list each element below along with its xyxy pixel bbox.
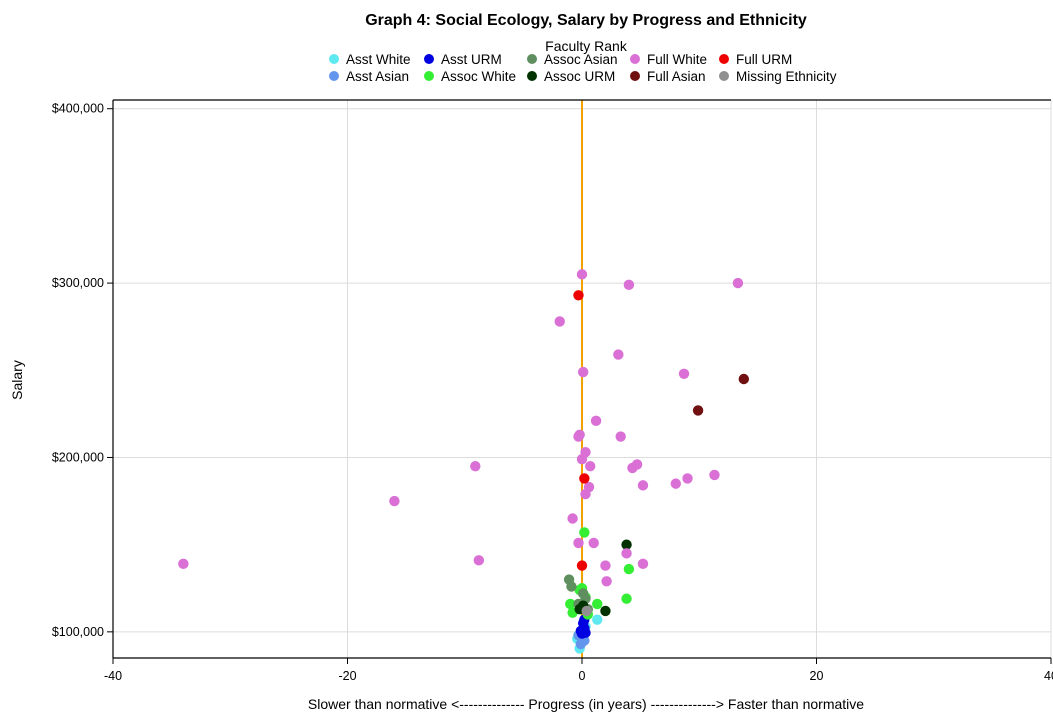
legend-label: Asst URM xyxy=(441,52,502,67)
legend-label: Full White xyxy=(647,52,707,67)
legend-label: Assoc Asian xyxy=(544,52,618,67)
data-point xyxy=(566,581,577,592)
data-point xyxy=(592,614,603,625)
data-point xyxy=(576,454,588,465)
data-point xyxy=(567,513,578,524)
chart-title: Graph 4: Social Ecology, Salary by Progr… xyxy=(365,12,807,29)
data-point xyxy=(682,473,693,484)
legend-marker xyxy=(329,71,339,81)
legend-label: Assoc URM xyxy=(544,69,615,84)
legend-label: Asst White xyxy=(346,52,411,67)
x-tick-label: -40 xyxy=(104,669,122,683)
data-point xyxy=(579,527,590,538)
data-point xyxy=(600,605,611,617)
data-point xyxy=(554,316,565,327)
data-point xyxy=(573,431,584,442)
legend-marker xyxy=(630,54,640,64)
data-point xyxy=(585,460,596,472)
legend-marker xyxy=(527,54,537,64)
y-tick-label: $100,000 xyxy=(52,625,104,639)
y-tick-label: $400,000 xyxy=(52,102,104,116)
data-point xyxy=(473,555,485,566)
data-point xyxy=(581,605,592,617)
legend-marker xyxy=(527,71,537,81)
x-tick-label: 20 xyxy=(810,669,824,683)
data-point xyxy=(178,558,189,570)
data-point xyxy=(592,598,603,610)
data-point xyxy=(579,473,590,484)
legend-title: Faculty Rank xyxy=(545,38,628,54)
data-point xyxy=(627,462,638,474)
data-point xyxy=(565,598,576,610)
legend: Asst White Asst URM Assoc Asian Full White F… xyxy=(329,52,837,84)
data-point xyxy=(600,560,611,571)
y-tick-label: $200,000 xyxy=(52,450,104,464)
data-point xyxy=(575,625,587,637)
data-point xyxy=(580,488,591,500)
legend-marker xyxy=(424,54,434,64)
data-point xyxy=(623,279,635,291)
data-point xyxy=(621,593,632,604)
legend-marker xyxy=(424,71,434,81)
data-point xyxy=(637,480,649,491)
data-point xyxy=(670,478,681,489)
legend-marker xyxy=(719,54,729,64)
data-point xyxy=(588,537,599,549)
legend-label: Full Asian xyxy=(647,69,706,84)
data-point xyxy=(615,431,626,442)
x-tick-label: 0 xyxy=(579,669,586,683)
x-axis-label: Slower than normative <-------------- Pr… xyxy=(308,696,864,712)
legend-label: Missing Ethnicity xyxy=(736,69,837,84)
data-point xyxy=(573,537,584,549)
legend-label: Assoc White xyxy=(441,69,516,84)
data-point xyxy=(601,576,612,587)
data-point xyxy=(575,638,587,650)
data-point xyxy=(738,373,750,385)
data-point xyxy=(678,368,690,379)
data-point xyxy=(576,560,588,571)
y-axis-label: Salary xyxy=(9,360,25,400)
data-point xyxy=(621,539,632,550)
legend-marker xyxy=(719,71,729,81)
data-point xyxy=(577,366,589,378)
legend-label: Asst Asian xyxy=(346,69,409,84)
x-tick-label: 40 xyxy=(1044,669,1053,683)
data-point xyxy=(621,548,632,559)
legend-marker xyxy=(329,54,339,64)
x-tick-label: -20 xyxy=(338,669,356,683)
data-point xyxy=(470,460,481,472)
data-point xyxy=(389,495,400,507)
data-point xyxy=(709,469,720,481)
legend-marker xyxy=(630,71,640,81)
data-point xyxy=(613,349,624,360)
data-point xyxy=(576,269,588,280)
data-point xyxy=(692,405,704,416)
data-point xyxy=(590,415,602,427)
data-point xyxy=(732,277,744,289)
data-point xyxy=(623,563,635,575)
y-tick-label: $300,000 xyxy=(52,276,104,290)
legend-label: Full URM xyxy=(736,52,792,67)
data-point xyxy=(637,558,649,570)
data-point xyxy=(573,290,584,301)
